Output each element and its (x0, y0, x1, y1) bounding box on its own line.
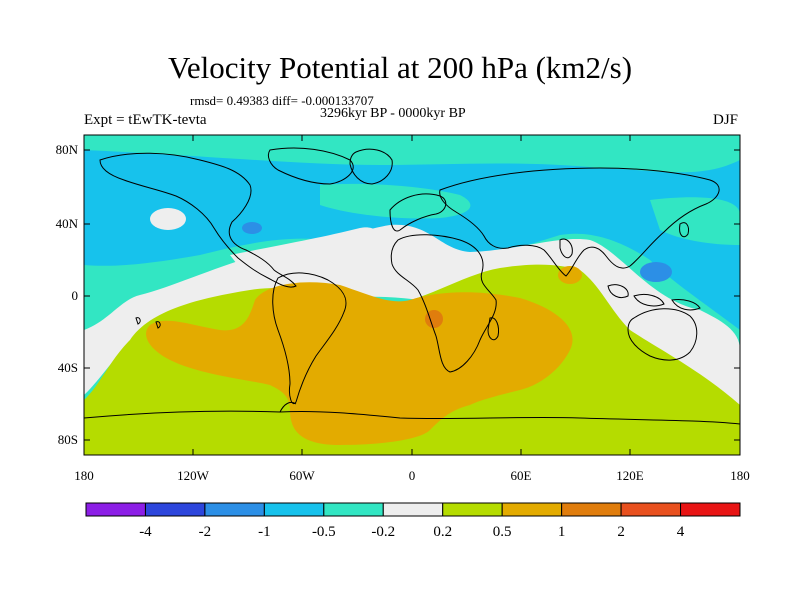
stats-subtitle: rmsd= 0.49383 diff= -0.000133707 (190, 93, 374, 108)
colorbar-swatch (620, 502, 682, 517)
coastlines (84, 147, 740, 425)
x-tick-label: 180 (730, 468, 750, 483)
colorbar-swatch (501, 502, 563, 517)
x-tick-label: 180 (74, 468, 94, 483)
period-subtitle: 3296kyr BP - 0000kyr BP (320, 106, 466, 121)
colorbar-label: 2 (617, 524, 625, 540)
y-axis-ticks (84, 149, 740, 441)
colorbar-label: -1 (258, 524, 271, 540)
colorbar-label: 0.5 (493, 524, 512, 540)
y-tick-label: 0 (72, 288, 79, 303)
colorbar-label: -0.2 (371, 524, 395, 540)
colorbar-swatch (323, 502, 384, 517)
y-tick-label: 40N (56, 216, 79, 231)
colorbar-labels: -4 -2 -1 -0.5 -0.2 0.2 0.5 1 2 4 (139, 524, 685, 540)
colorbar (85, 502, 741, 517)
y-tick-label: 40S (58, 360, 78, 375)
colorbar-swatch (263, 502, 325, 517)
field-orange-region (146, 282, 573, 445)
colorbar-label: -2 (199, 524, 212, 540)
colorbar-label: -0.5 (312, 524, 336, 540)
season-label: DJF (713, 112, 739, 128)
y-tick-label: 80N (56, 142, 79, 157)
field-blue-blob-pacific (640, 262, 672, 282)
x-axis-ticks (192, 135, 631, 455)
x-tick-label: 0 (409, 468, 416, 483)
colorbar-swatch (85, 502, 146, 517)
colorbar-swatch (382, 502, 444, 517)
colorbar-label: 4 (677, 524, 685, 540)
y-tick-label: 80S (58, 432, 78, 447)
colorbar-swatch (204, 502, 265, 517)
colorbar-swatch (561, 502, 622, 517)
y-axis-labels: 80N 40N 0 40S 80S (56, 142, 79, 447)
field-orange-blob-india (558, 266, 582, 284)
colorbar-swatch (680, 502, 741, 517)
map-plot-area (84, 135, 740, 455)
colorbar-label: 0.2 (433, 524, 452, 540)
colorbar-label: 1 (558, 524, 566, 540)
field-cyan-eurasia-patch (320, 183, 471, 219)
x-tick-label: 60W (289, 468, 315, 483)
field-blue-blob-america (242, 222, 262, 234)
x-axis-labels: 180 120W 60W 0 60E 120E 180 (74, 468, 750, 483)
colorbar-swatch (144, 502, 206, 517)
field-cyan-top-band (84, 135, 740, 158)
colorbar-label: -4 (139, 524, 152, 540)
field-dark-orange-blob-africa (425, 310, 443, 328)
x-tick-label: 60E (511, 468, 532, 483)
field-cyan-pacific-patch (650, 197, 740, 245)
experiment-label: Expt = tEwTK-tevta (84, 112, 207, 128)
map-title: Velocity Potential at 200 hPa (km2/s) (167, 50, 633, 85)
field-neutral-atlantic (230, 227, 379, 268)
field-neutral-blob-pacific (150, 208, 186, 230)
colorbar-swatch (442, 502, 503, 517)
x-tick-label: 120W (177, 468, 210, 483)
x-tick-label: 120E (616, 468, 644, 483)
